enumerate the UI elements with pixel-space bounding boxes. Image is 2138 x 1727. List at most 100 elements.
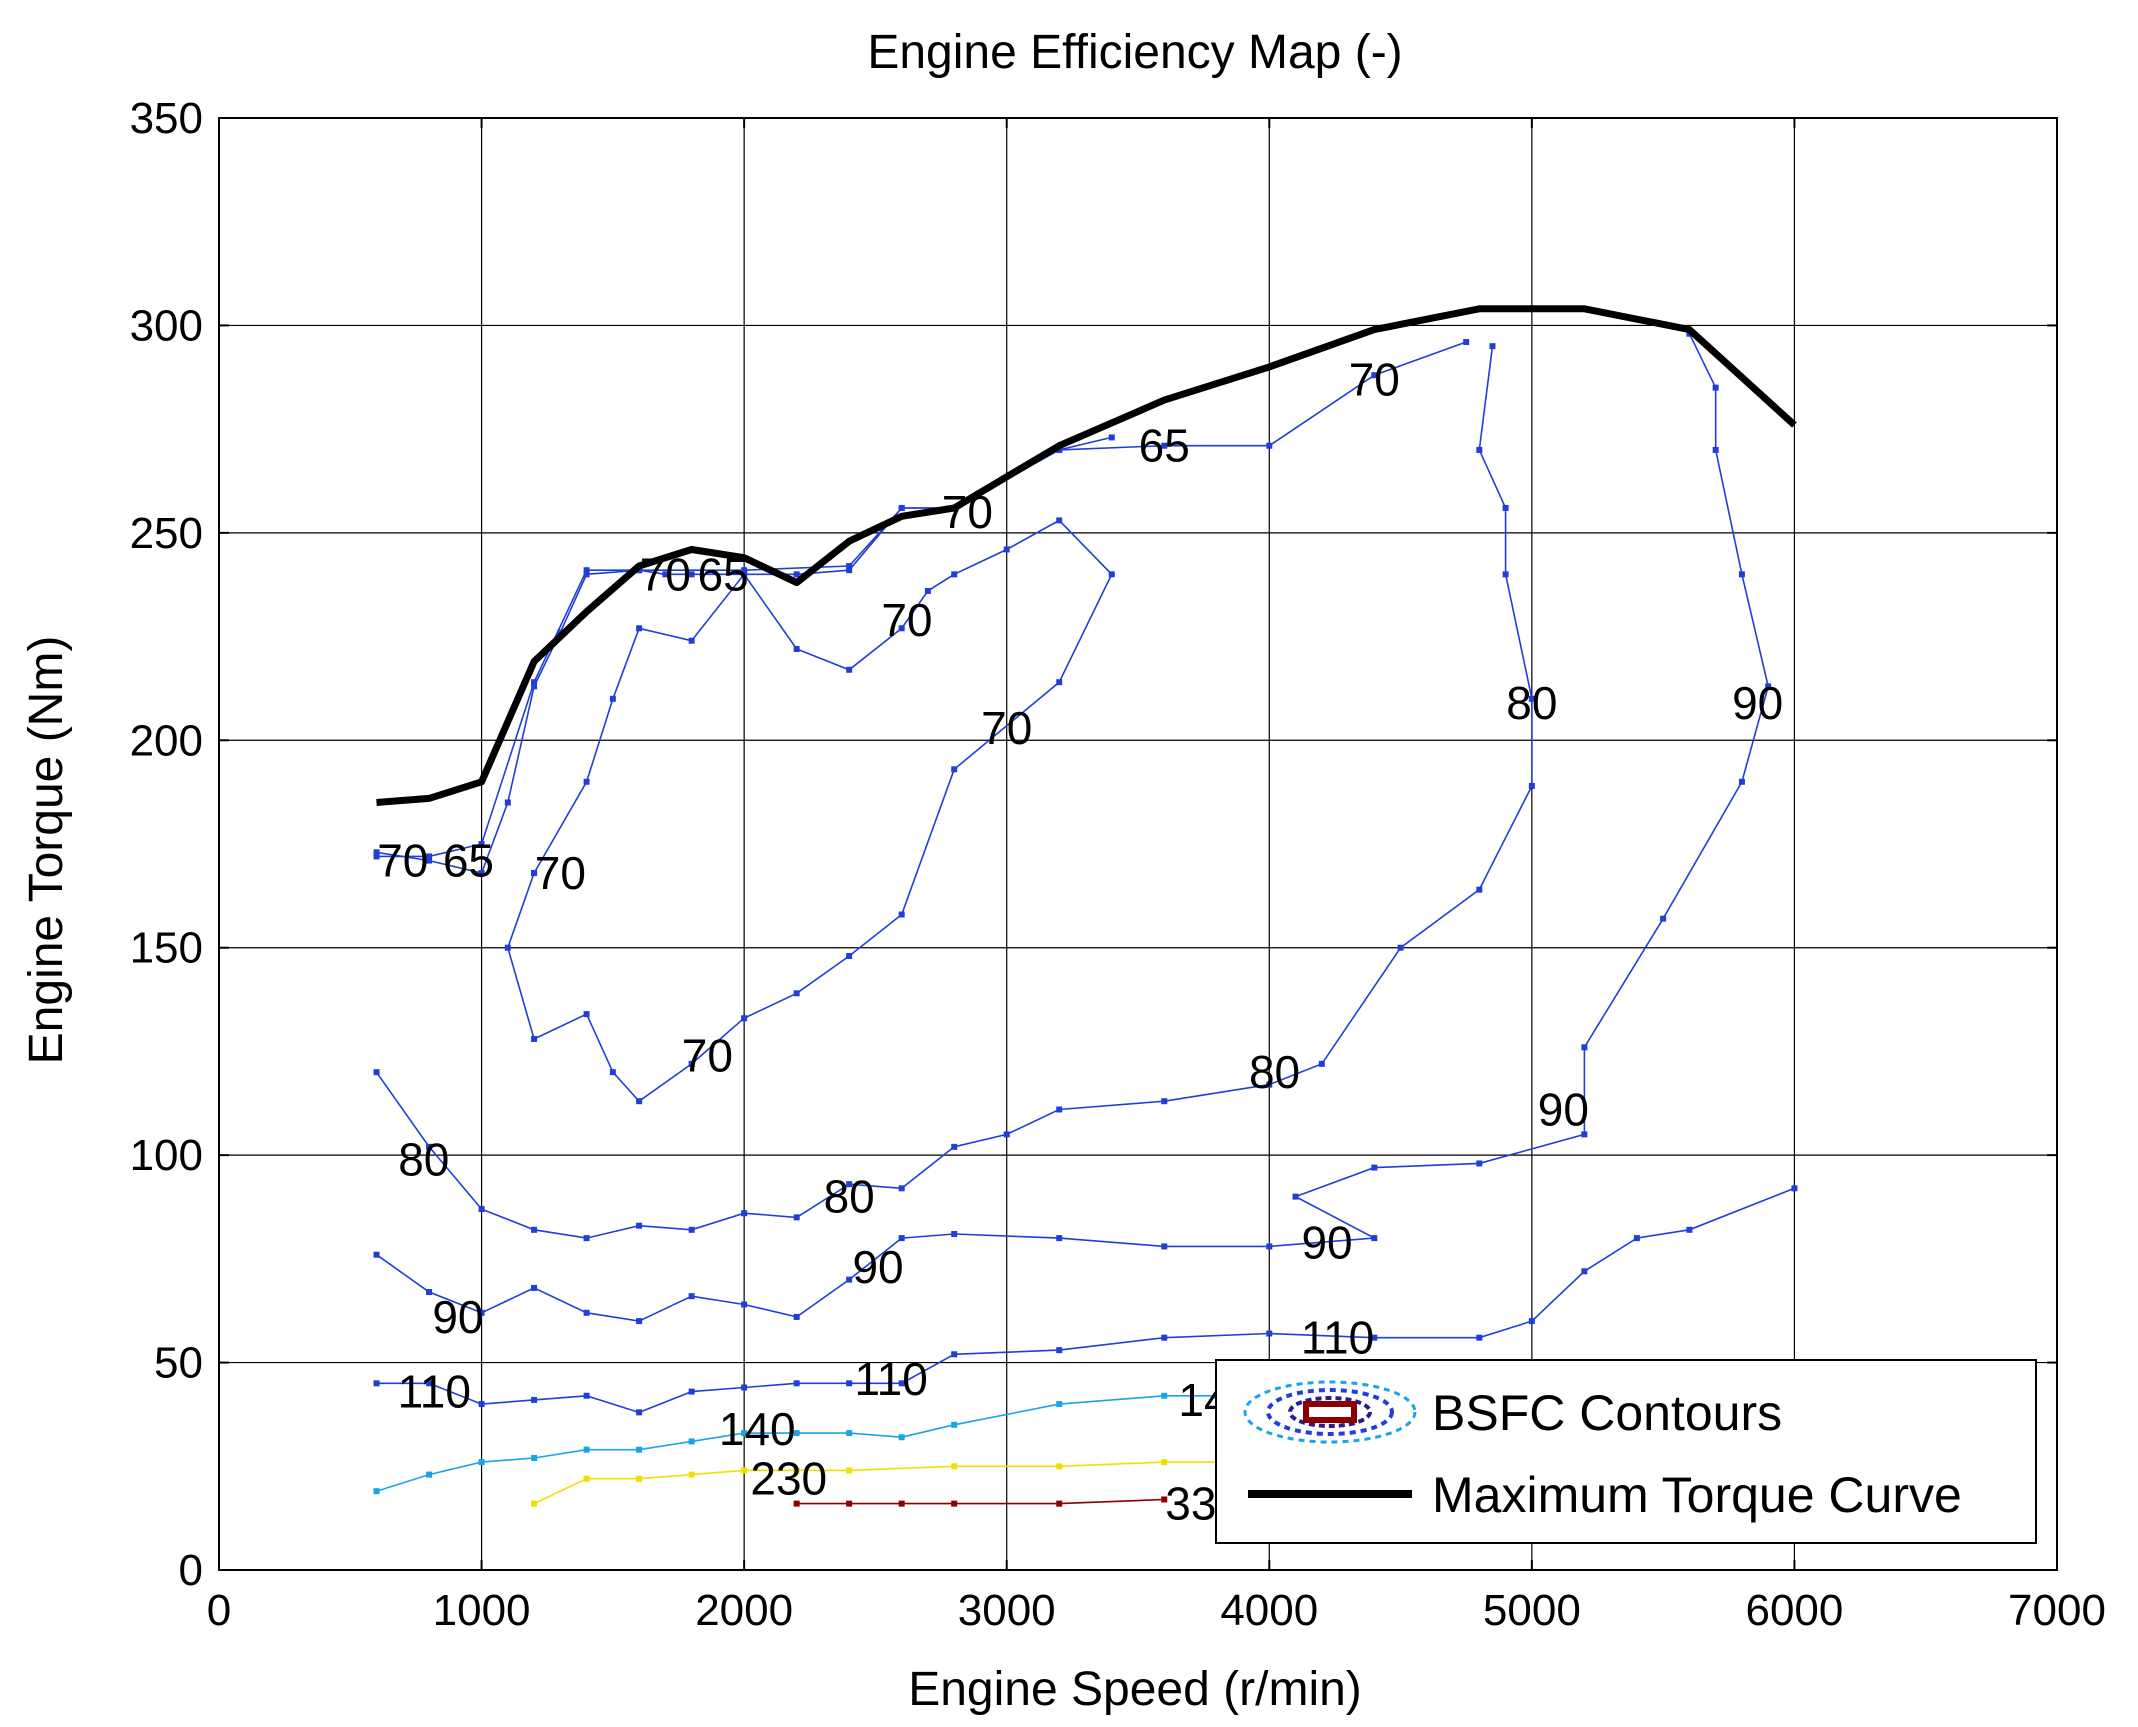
bsfc-contour-point — [951, 1143, 958, 1150]
bsfc-contour-point — [1108, 434, 1115, 441]
bsfc-contour-point — [1056, 1106, 1063, 1113]
bsfc-contours — [373, 330, 1798, 1507]
contour-label: 70 — [942, 486, 993, 538]
bsfc-contour-point — [531, 1500, 538, 1507]
bsfc-contour-point — [583, 1392, 590, 1399]
contour-label: 80 — [1506, 677, 1557, 729]
bsfc-contour-point — [846, 1181, 853, 1188]
bsfc-contour-point — [1371, 1334, 1378, 1341]
bsfc-contour-point — [636, 1318, 643, 1325]
y-tick-label: 100 — [130, 1131, 203, 1180]
y-tick-label: 300 — [130, 301, 203, 350]
bsfc-contour-point — [1371, 1235, 1378, 1242]
bsfc-contour-point — [373, 849, 380, 856]
bsfc-contour-point — [531, 1454, 538, 1461]
y-tick-label: 0 — [179, 1546, 203, 1595]
chart-title: Engine Efficiency Map (-) — [867, 26, 1402, 79]
bsfc-contour-point — [1476, 1334, 1483, 1341]
bsfc-contour-point — [1056, 517, 1063, 524]
bsfc-contour-point — [1476, 886, 1483, 893]
contour-label: 90 — [1301, 1216, 1352, 1268]
contour-label: 70 — [682, 1030, 733, 1082]
contour-label: 110 — [398, 1366, 471, 1418]
bsfc-contour-point — [688, 1471, 695, 1478]
bsfc-contour-point — [373, 1069, 380, 1076]
bsfc-contour-point — [741, 1210, 748, 1217]
contour-label: 80 — [1249, 1046, 1300, 1098]
bsfc-contour-point — [951, 1230, 958, 1237]
y-tick-label: 150 — [130, 924, 203, 973]
bsfc-contour-point — [898, 504, 905, 511]
bsfc-contour-point — [478, 841, 485, 847]
bsfc-contour-point — [531, 1284, 538, 1291]
bsfc-contour-point — [846, 1380, 853, 1387]
bsfc-contour-point — [1528, 782, 1535, 789]
bsfc-contour-point — [846, 1430, 853, 1437]
bsfc-contour-point — [1791, 1185, 1798, 1192]
bsfc-contour-point — [478, 1309, 485, 1316]
bsfc-contour-point — [636, 1222, 643, 1229]
bsfc-contour-point — [1056, 1347, 1063, 1354]
bsfc-contour-point — [662, 571, 669, 578]
bsfc-contour-point — [1738, 778, 1745, 785]
contour-label: 70 — [377, 835, 428, 887]
bsfc-contour-point — [846, 1276, 853, 1283]
bsfc-contour-point — [531, 1226, 538, 1233]
contour-label: 110 — [1301, 1312, 1374, 1364]
bsfc-contour-point — [1738, 571, 1745, 578]
bsfc-contour-point — [1266, 1330, 1273, 1337]
bsfc-contour-point — [793, 1500, 800, 1507]
bsfc-contour-point — [373, 1251, 380, 1258]
bsfc-contour-point — [741, 1015, 748, 1022]
bsfc-contour-point — [373, 853, 380, 860]
bsfc-contour-point — [951, 1500, 958, 1507]
bsfc-contour-point — [1056, 1500, 1063, 1507]
x-tick-label: 2000 — [695, 1586, 793, 1635]
bsfc-contour-point — [1161, 1334, 1168, 1341]
bsfc-contour-point — [741, 571, 748, 578]
bsfc-contour-point — [1056, 1235, 1063, 1242]
x-tick-label: 5000 — [1483, 1586, 1581, 1635]
bsfc-contour-point — [1528, 695, 1535, 702]
bsfc-contour-point — [793, 1467, 800, 1474]
bsfc-contour-point — [1712, 446, 1719, 453]
bsfc-contour-point — [898, 1235, 905, 1242]
bsfc-contour-point — [741, 1301, 748, 1308]
bsfc-contour-point — [688, 571, 695, 578]
y-tick-label: 350 — [130, 94, 203, 143]
bsfc-contour-point — [478, 1459, 485, 1466]
bsfc-contour-point — [1161, 1392, 1168, 1399]
bsfc-contour-point — [1502, 571, 1509, 578]
bsfc-contour-point — [688, 1438, 695, 1445]
bsfc-contour-point — [504, 799, 511, 806]
contour-label: 90 — [1732, 677, 1783, 729]
bsfc-contour-90 — [376, 333, 1770, 1322]
bsfc-contour-point — [951, 1463, 958, 1470]
bsfc-contour-point — [583, 567, 590, 574]
contour-label: 140 — [719, 1403, 796, 1455]
bsfc-contour-point — [951, 1421, 958, 1428]
bsfc-contour-point — [1371, 372, 1378, 379]
bsfc-contour-point — [846, 1500, 853, 1507]
y-axis-title: Engine Torque (Nm) — [20, 636, 73, 1065]
x-tick-label: 6000 — [1745, 1586, 1843, 1635]
bsfc-contour-point — [478, 870, 485, 877]
bsfc-contour-point — [478, 1206, 485, 1213]
bsfc-contour-point — [583, 1309, 590, 1316]
bsfc-contour-point — [1502, 504, 1509, 511]
bsfc-contour-point — [1489, 343, 1496, 350]
bsfc-contour-point — [846, 567, 853, 574]
bsfc-contour-point — [1397, 944, 1404, 951]
bsfc-contour-point — [1476, 1160, 1483, 1167]
bsfc-contour-point — [1712, 384, 1719, 391]
bsfc-contour-point — [793, 1313, 800, 1320]
bsfc-contour-point — [898, 1380, 905, 1387]
bsfc-contour-point — [1003, 546, 1010, 553]
bsfc-contour-point — [688, 637, 695, 644]
contour-label: 230 — [750, 1453, 827, 1505]
max-torque-layer — [376, 305, 1797, 806]
bsfc-contour-point — [1686, 1226, 1693, 1233]
bsfc-contour-point — [583, 571, 590, 578]
contour-label: 65 — [443, 835, 494, 887]
bsfc-contour-point — [1108, 571, 1115, 578]
